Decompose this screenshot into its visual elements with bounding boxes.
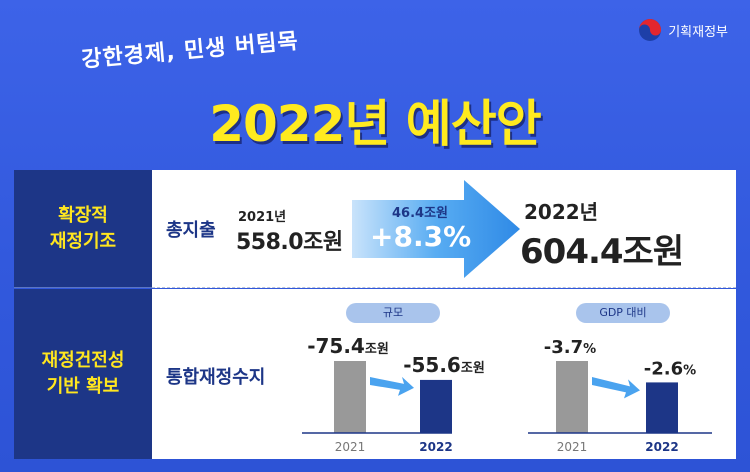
fiscal-balance-charts: -75.4조원 2021 -55.6조원 2022 -3.7% 2021 -2.6% 2022 — [302, 334, 712, 454]
page-title: 2022년 예산안 — [209, 95, 542, 153]
row-label-line: 재정건전성 — [41, 350, 125, 371]
trend-arrow-icon — [370, 376, 414, 396]
data-label-unit: % — [683, 363, 696, 378]
increase-percent: +8.3% — [370, 220, 472, 253]
tick-label: 2022 — [419, 440, 452, 454]
taegeuk-icon — [639, 19, 662, 41]
bar — [646, 382, 678, 433]
tick-label: 2022 — [645, 440, 678, 454]
tick-label: 2021 — [557, 440, 588, 454]
bar — [556, 361, 588, 433]
data-label: -2.6% — [644, 358, 696, 379]
row-label-line: 확장적 — [58, 204, 108, 226]
logo-text: 기획재정부 — [668, 23, 728, 39]
row-label-line: 재정기조 — [49, 230, 117, 252]
data-label-unit: 조원 — [461, 361, 485, 376]
from-amount: 558.0조원 — [236, 230, 343, 255]
tick-label: 2021 — [335, 440, 366, 454]
total-expenditure-panel: 총지출 2021년 558.0조원 46.4조원 +8.3% 2022년 604… — [152, 170, 736, 288]
bar — [334, 361, 366, 433]
to-year: 2022년 — [524, 200, 599, 224]
chart-title-pill: 규모 — [346, 303, 440, 323]
to-amount: 604.4조원 — [520, 232, 684, 272]
trend-arrow-icon — [592, 377, 640, 399]
balance-label: 통합재정수지 — [166, 367, 266, 388]
data-label-unit: 조원 — [365, 342, 389, 357]
ministry-logo: 기획재정부 — [638, 18, 728, 42]
row-label-soundness: 재정건전성 기반 확보 — [14, 289, 152, 459]
data-label-unit: % — [583, 342, 596, 357]
fiscal-balance-panel: 통합재정수지 규모 GDP 대비 -75.4조원 2021 -55.6조원 2022-… — [152, 289, 736, 459]
row-label-line: 기반 확보 — [46, 376, 120, 397]
increase-arrow-icon — [352, 180, 520, 278]
data-label: -75.4조원 — [307, 334, 389, 358]
increase-amount: 46.4조원 — [392, 206, 448, 221]
from-year: 2021년 — [238, 210, 287, 225]
bar — [420, 379, 452, 433]
slogan: 강한경제, 민생 버팀목 — [80, 28, 300, 73]
row-label-expansionary: 확장적 재정기조 — [14, 170, 152, 288]
chart-title-pill: GDP 대비 — [576, 303, 670, 323]
data-label: -3.7% — [544, 337, 596, 358]
data-label: -55.6조원 — [403, 353, 485, 377]
total-label: 총지출 — [166, 220, 216, 241]
